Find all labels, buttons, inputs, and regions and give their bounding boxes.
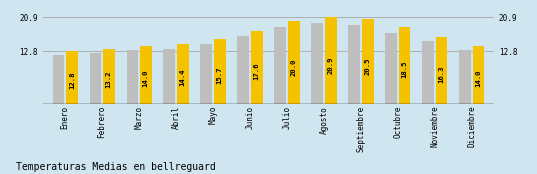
Bar bbox=[311, 23, 323, 104]
Bar bbox=[237, 36, 249, 104]
Bar bbox=[349, 25, 360, 104]
Bar bbox=[325, 17, 337, 104]
Bar bbox=[200, 44, 212, 104]
Text: 14.0: 14.0 bbox=[475, 69, 482, 87]
Bar bbox=[127, 50, 139, 104]
Text: 20.9: 20.9 bbox=[328, 57, 333, 74]
Bar bbox=[251, 31, 263, 104]
Bar bbox=[177, 45, 188, 104]
Bar bbox=[459, 50, 471, 104]
Bar bbox=[214, 39, 226, 104]
Text: Temperaturas Medias en bellreguard: Temperaturas Medias en bellreguard bbox=[16, 162, 216, 172]
Bar bbox=[436, 37, 447, 104]
Text: 17.6: 17.6 bbox=[253, 63, 260, 80]
Bar bbox=[163, 49, 175, 104]
Bar bbox=[473, 46, 484, 104]
Bar bbox=[422, 41, 434, 104]
Bar bbox=[274, 27, 286, 104]
Bar bbox=[398, 27, 410, 104]
Text: 15.7: 15.7 bbox=[217, 66, 223, 84]
Bar bbox=[53, 55, 64, 104]
Bar bbox=[386, 33, 397, 104]
Bar bbox=[362, 19, 374, 104]
Text: 18.5: 18.5 bbox=[402, 61, 408, 78]
Text: 14.4: 14.4 bbox=[180, 69, 186, 86]
Text: 20.5: 20.5 bbox=[365, 57, 371, 75]
Bar bbox=[66, 51, 78, 104]
Text: 12.8: 12.8 bbox=[69, 72, 75, 89]
Text: 16.3: 16.3 bbox=[439, 65, 445, 83]
Text: 20.0: 20.0 bbox=[291, 58, 296, 76]
Bar bbox=[140, 46, 151, 104]
Bar bbox=[103, 49, 115, 104]
Bar bbox=[288, 21, 300, 104]
Text: 14.0: 14.0 bbox=[143, 69, 149, 87]
Bar bbox=[90, 53, 101, 104]
Text: 13.2: 13.2 bbox=[106, 71, 112, 88]
